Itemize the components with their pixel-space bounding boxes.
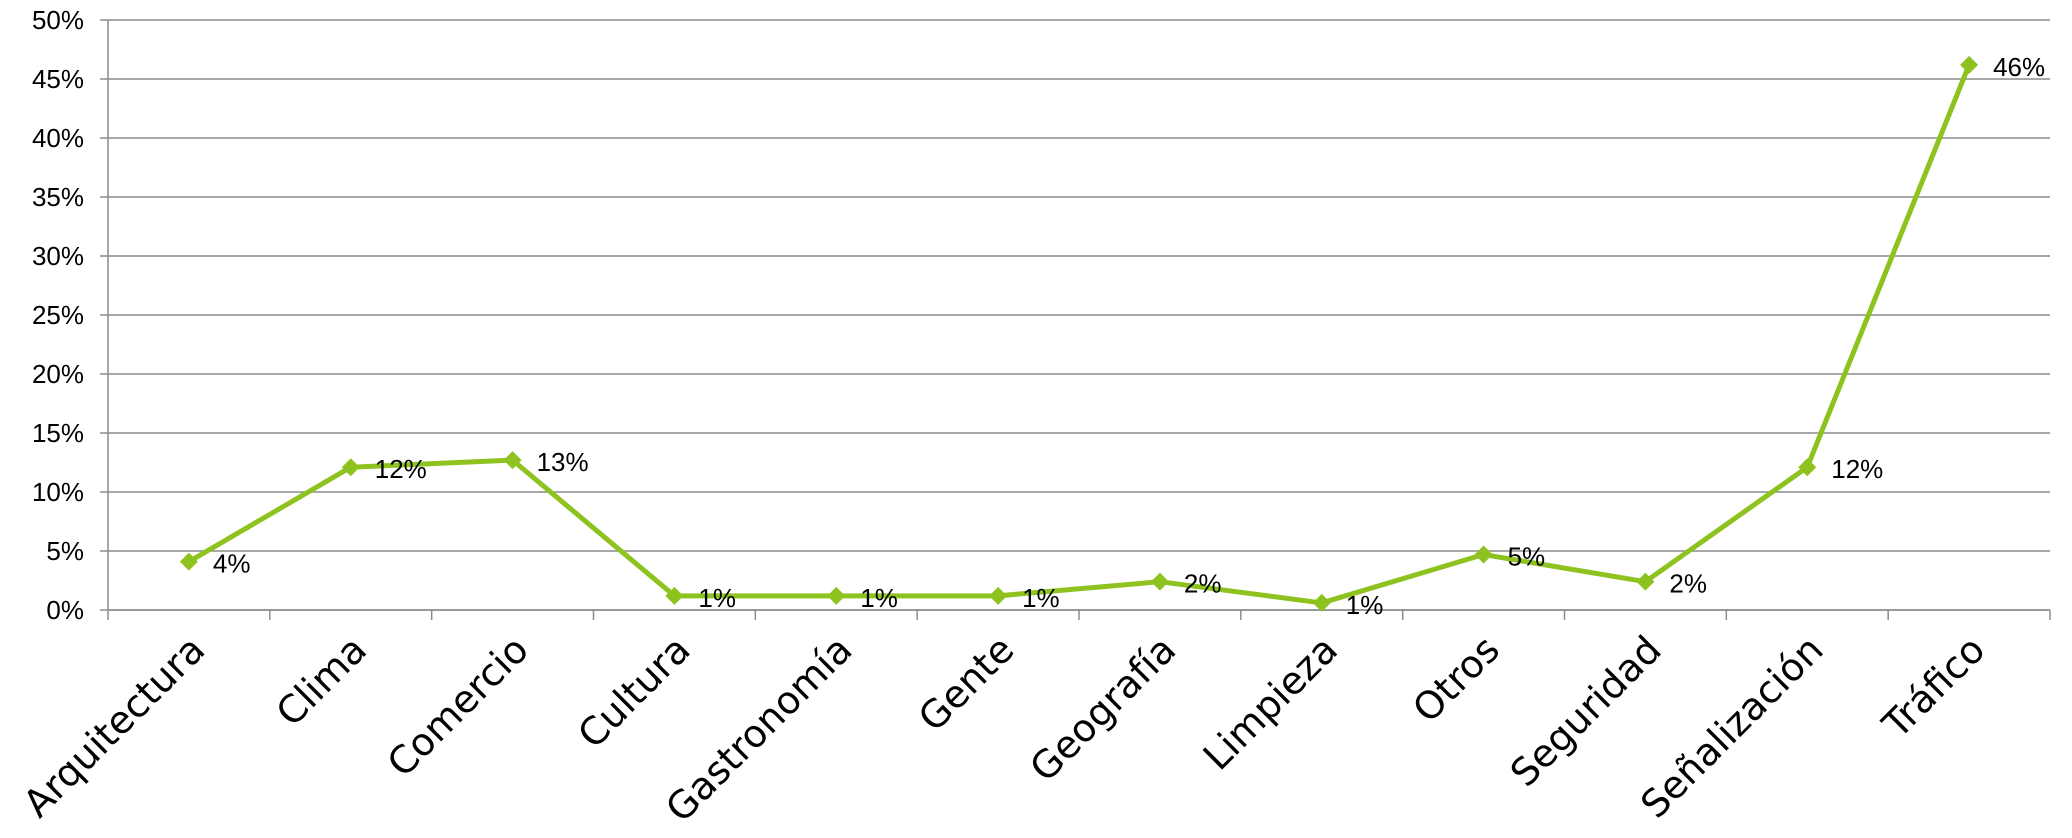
x-axis-category-label: Comercio <box>379 627 537 785</box>
y-axis-tick-label: 10% <box>32 477 84 507</box>
data-point-diamond-icon <box>179 552 198 571</box>
data-label: 1% <box>860 583 898 613</box>
data-label: 5% <box>1508 542 1546 572</box>
y-axis-tick-label: 0% <box>46 595 84 625</box>
data-point-diamond-icon <box>1312 593 1331 612</box>
data-label: 12% <box>1831 454 1883 484</box>
data-label: 1% <box>1022 583 1060 613</box>
x-axis-category-label: Cultura <box>569 627 698 756</box>
y-axis-tick-label: 30% <box>32 241 84 271</box>
data-label: 12% <box>375 454 427 484</box>
x-axis-category-label: Gente <box>910 627 1023 740</box>
data-label: 2% <box>1669 569 1707 599</box>
x-axis-category-label: Otros <box>1404 627 1508 731</box>
x-axis-category-label: Limpieza <box>1195 627 1346 778</box>
y-axis-tick-label: 20% <box>32 359 84 389</box>
y-axis-tick-label: 45% <box>32 64 84 94</box>
data-label: 13% <box>537 447 589 477</box>
x-axis-category-label: Tráfico <box>1874 627 1994 747</box>
data-point-diamond-icon <box>503 451 522 470</box>
y-axis-tick-label: 25% <box>32 300 84 330</box>
data-point-diamond-icon <box>1636 572 1655 591</box>
data-point-diamond-icon <box>341 458 360 477</box>
data-label: 4% <box>213 549 251 579</box>
series-line-layer <box>187 63 1972 606</box>
axes <box>100 19 2051 620</box>
data-point-diamond-icon <box>827 586 846 605</box>
y-axis-tick-label: 15% <box>32 418 84 448</box>
y-axis-tick-label: 5% <box>46 536 84 566</box>
x-axis-category-label: Geografía <box>1021 627 1184 790</box>
x-axis-category-label: Seguridad <box>1502 627 1670 795</box>
series-line <box>187 63 1972 606</box>
y-axis-tick-label: 40% <box>32 123 84 153</box>
data-point-diamond-icon <box>1150 572 1169 591</box>
x-axis-category-label: Arquitectura <box>15 627 214 826</box>
data-label: 1% <box>698 583 736 613</box>
data-point-diamond-icon <box>1960 55 1979 74</box>
gridlines <box>108 19 2050 611</box>
y-axis-tick-label: 50% <box>32 5 84 35</box>
data-label: 2% <box>1184 569 1222 599</box>
data-labels: 4% 12% 13% 1% 1% 1% 2% 1% 5% 2% 12% 46% <box>213 52 2045 620</box>
data-label: 1% <box>1346 590 1384 620</box>
x-axis-category-label: Clima <box>268 627 375 734</box>
data-point-diamond-icon <box>1474 545 1493 564</box>
x-axis-category-labels: Arquitectura Clima Comercio CulturaGastrono… <box>15 627 1994 830</box>
y-axis-tick-labels: 0% 5% 10% 15% 20% 25% 30% 35% 40% 45% 50% <box>32 5 84 625</box>
series-markers <box>179 55 1979 612</box>
data-point-diamond-icon <box>1798 458 1817 477</box>
data-label: 46% <box>1993 52 2045 82</box>
data-point-diamond-icon <box>989 586 1008 605</box>
data-point-diamond-icon <box>665 586 684 605</box>
y-axis-tick-label: 35% <box>32 182 84 212</box>
